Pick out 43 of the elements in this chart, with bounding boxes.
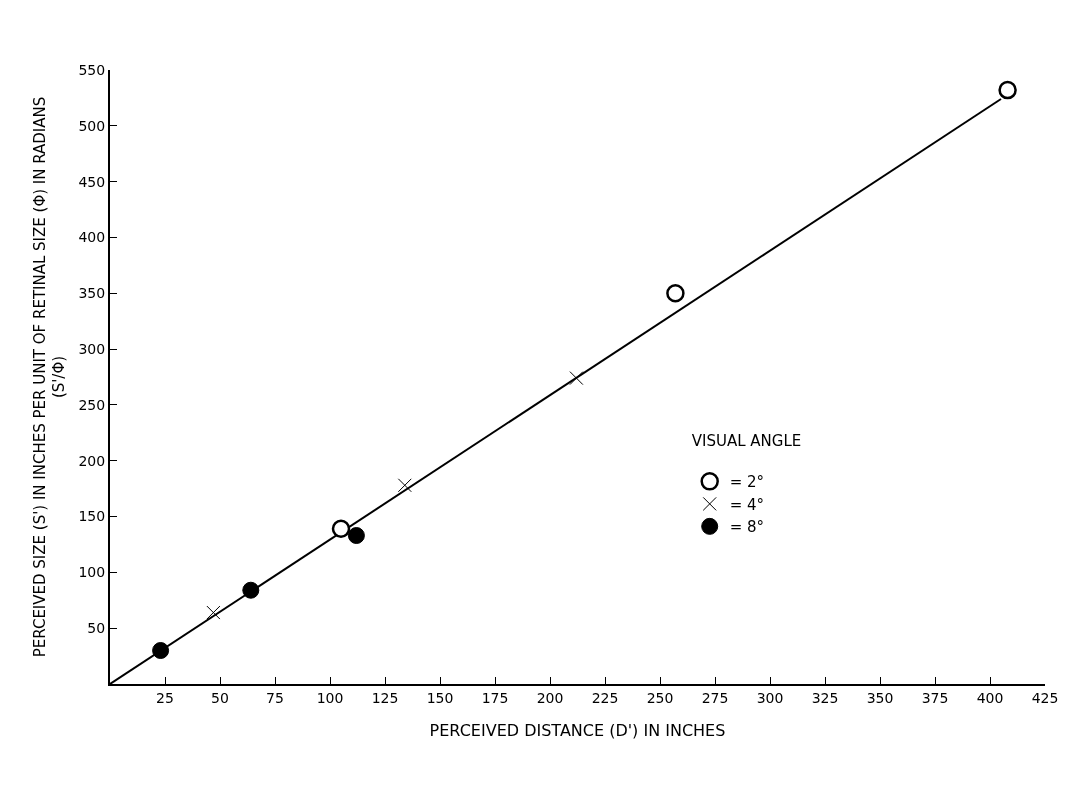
legend-label: = 2° (729, 473, 765, 492)
x-tick-label: 25 (156, 689, 174, 706)
point (347, 527, 365, 545)
legend-label: = 8° (729, 518, 765, 537)
point (331, 519, 351, 539)
x-tick-label: 425 (1031, 689, 1059, 706)
y-tick-label: 250 (78, 396, 106, 413)
x-tick-label: 300 (756, 689, 784, 706)
y-axis-title: PERCEIVED SIZE (S') IN INCHES PER UNIT OF RETINAL SIZE (Φ) IN RADIANS (S'/Φ) (30, 96, 69, 658)
point (206, 605, 221, 620)
point (397, 478, 412, 493)
point (242, 581, 260, 599)
x-tick-label: 350 (866, 689, 894, 706)
x-tick-label: 375 (921, 689, 949, 706)
x-tick-label: 125 (371, 689, 399, 706)
x-tick-label: 150 (426, 689, 454, 706)
y-tick-label: 400 (78, 229, 106, 246)
point (569, 371, 584, 386)
x-tick-label: 175 (481, 689, 509, 706)
x-tick-label: 400 (976, 689, 1004, 706)
x-tick-label: 275 (701, 689, 729, 706)
legend-label: = 4° (729, 495, 765, 514)
y-tick-label: 450 (78, 173, 106, 190)
y-tick-label: 100 (78, 564, 106, 581)
x-tick-label: 200 (536, 689, 564, 706)
y-tick-label: 500 (78, 117, 106, 134)
x-tick-label: 325 (811, 689, 839, 706)
x-tick-label: 100 (316, 689, 344, 706)
x-tick-label: 225 (591, 689, 619, 706)
legend-title: VISUAL ANGLE (691, 431, 802, 450)
y-tick-label: 150 (78, 508, 106, 525)
x-tick-label: 250 (646, 689, 674, 706)
y-tick-label: 200 (78, 452, 106, 469)
y-tick-label: 50 (87, 620, 106, 637)
x-axis-title: PERCEIVED DISTANCE (D') IN INCHES (429, 721, 726, 740)
y-tick-label: 300 (78, 340, 106, 357)
y-tick-label: 350 (78, 285, 106, 302)
point (998, 80, 1017, 100)
x-tick-label: 75 (266, 689, 284, 706)
point (666, 284, 685, 303)
y-tick-label: 550 (78, 61, 106, 78)
x-tick-label: 50 (211, 689, 229, 706)
point (152, 642, 170, 659)
